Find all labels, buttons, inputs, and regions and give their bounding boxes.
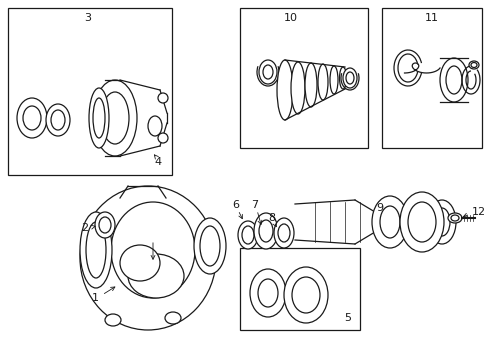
Ellipse shape (194, 218, 226, 274)
Ellipse shape (111, 202, 195, 298)
Ellipse shape (23, 106, 41, 130)
Ellipse shape (292, 277, 320, 313)
Ellipse shape (277, 60, 293, 120)
Ellipse shape (46, 104, 70, 136)
Ellipse shape (93, 98, 105, 138)
Ellipse shape (128, 254, 184, 298)
Ellipse shape (446, 66, 462, 94)
Ellipse shape (440, 58, 468, 102)
Text: 2: 2 (81, 223, 89, 233)
Ellipse shape (148, 116, 162, 136)
Bar (382, 8, 482, 148)
Ellipse shape (17, 98, 47, 138)
Ellipse shape (80, 212, 112, 288)
Text: 9: 9 (376, 203, 384, 213)
Text: 7: 7 (251, 200, 259, 210)
Ellipse shape (101, 92, 129, 144)
Ellipse shape (305, 63, 317, 107)
Ellipse shape (400, 192, 444, 252)
Ellipse shape (259, 60, 277, 84)
Ellipse shape (372, 196, 408, 248)
Ellipse shape (340, 67, 346, 89)
Text: 11: 11 (425, 13, 439, 23)
Ellipse shape (250, 269, 286, 317)
Ellipse shape (471, 63, 477, 68)
Ellipse shape (99, 217, 111, 233)
Text: 3: 3 (84, 13, 92, 23)
Ellipse shape (408, 202, 436, 242)
Ellipse shape (278, 224, 290, 242)
Ellipse shape (51, 110, 65, 130)
Text: 8: 8 (269, 213, 275, 223)
Ellipse shape (343, 68, 357, 88)
Ellipse shape (346, 72, 354, 84)
Ellipse shape (254, 213, 278, 249)
Ellipse shape (291, 62, 305, 114)
Ellipse shape (89, 88, 109, 148)
Ellipse shape (284, 267, 328, 323)
Ellipse shape (318, 64, 328, 100)
Bar (240, 8, 368, 148)
Text: 10: 10 (284, 13, 298, 23)
Ellipse shape (93, 80, 137, 156)
Ellipse shape (380, 206, 400, 238)
Ellipse shape (238, 221, 258, 249)
Ellipse shape (469, 61, 479, 69)
Ellipse shape (158, 133, 168, 143)
Ellipse shape (274, 218, 294, 248)
Text: 6: 6 (232, 200, 240, 210)
Ellipse shape (428, 200, 456, 244)
Ellipse shape (330, 66, 338, 94)
Ellipse shape (86, 222, 106, 278)
Bar (8, 8, 172, 175)
Bar (240, 248, 360, 330)
Ellipse shape (434, 208, 450, 236)
Text: 4: 4 (154, 157, 162, 167)
Ellipse shape (200, 226, 220, 266)
Ellipse shape (95, 212, 115, 238)
Ellipse shape (120, 245, 160, 281)
Ellipse shape (448, 213, 462, 223)
Text: 5: 5 (344, 313, 351, 323)
Ellipse shape (259, 220, 273, 242)
Ellipse shape (451, 215, 459, 221)
Ellipse shape (263, 65, 273, 79)
Ellipse shape (165, 312, 181, 324)
Ellipse shape (158, 93, 168, 103)
Ellipse shape (105, 314, 121, 326)
Ellipse shape (80, 186, 216, 330)
Ellipse shape (242, 226, 254, 244)
Text: 12: 12 (472, 207, 486, 217)
Ellipse shape (258, 279, 278, 307)
Text: 1: 1 (92, 293, 98, 303)
